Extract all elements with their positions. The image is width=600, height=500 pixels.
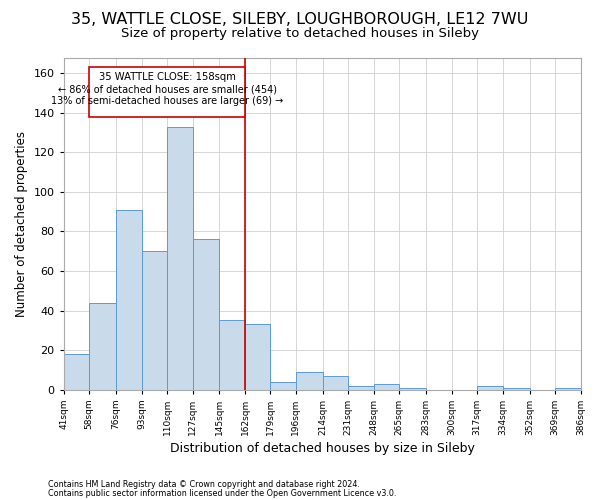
Bar xyxy=(477,386,503,390)
Bar xyxy=(349,386,374,390)
Bar xyxy=(503,388,530,390)
Bar xyxy=(323,376,349,390)
Text: Contains HM Land Registry data © Crown copyright and database right 2024.: Contains HM Land Registry data © Crown c… xyxy=(48,480,360,489)
Text: 35 WATTLE CLOSE: 158sqm: 35 WATTLE CLOSE: 158sqm xyxy=(98,72,236,83)
Y-axis label: Number of detached properties: Number of detached properties xyxy=(15,130,28,316)
Text: Size of property relative to detached houses in Sileby: Size of property relative to detached ho… xyxy=(121,28,479,40)
Bar xyxy=(555,388,581,390)
Bar xyxy=(220,320,245,390)
Bar xyxy=(64,354,89,390)
X-axis label: Distribution of detached houses by size in Sileby: Distribution of detached houses by size … xyxy=(170,442,475,455)
Bar xyxy=(116,210,142,390)
Bar xyxy=(245,324,271,390)
FancyBboxPatch shape xyxy=(89,68,245,117)
Bar xyxy=(142,252,167,390)
Bar xyxy=(374,384,399,390)
Bar xyxy=(296,372,323,390)
Text: 13% of semi-detached houses are larger (69) →: 13% of semi-detached houses are larger (… xyxy=(51,96,283,106)
Bar xyxy=(89,302,116,390)
Bar xyxy=(193,240,220,390)
Bar xyxy=(271,382,296,390)
Bar xyxy=(399,388,426,390)
Text: Contains public sector information licensed under the Open Government Licence v3: Contains public sector information licen… xyxy=(48,488,397,498)
Bar xyxy=(167,126,193,390)
Text: ← 86% of detached houses are smaller (454): ← 86% of detached houses are smaller (45… xyxy=(58,84,277,94)
Text: 35, WATTLE CLOSE, SILEBY, LOUGHBOROUGH, LE12 7WU: 35, WATTLE CLOSE, SILEBY, LOUGHBOROUGH, … xyxy=(71,12,529,28)
